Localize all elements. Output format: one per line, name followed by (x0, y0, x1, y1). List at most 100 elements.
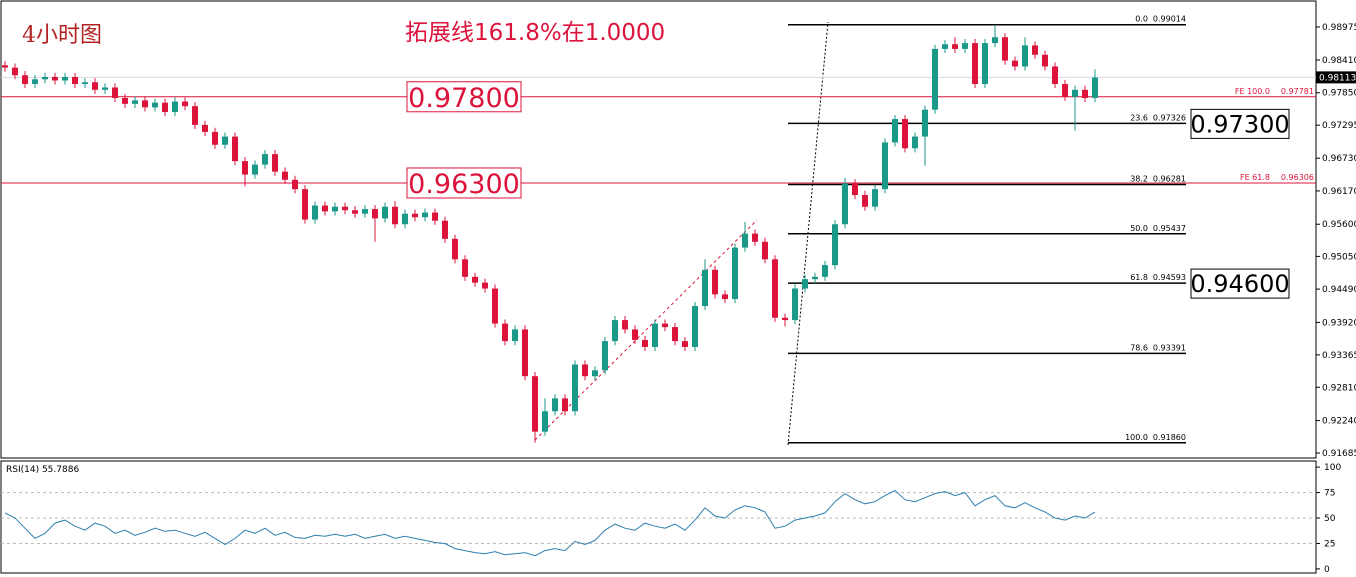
candle-body (712, 269, 718, 295)
y-tick-label: 0.92240 (1322, 417, 1356, 427)
fib-value: 0.99014 (1153, 15, 1186, 24)
y-tick-label: 0.95050 (1322, 252, 1356, 262)
candle-body (42, 76, 48, 80)
candle-body (512, 329, 518, 342)
y-tick-label: 0 (1324, 565, 1330, 575)
candle-body (172, 101, 178, 113)
candle-body (812, 276, 818, 280)
candle-body (52, 76, 58, 81)
y-tick-label: 25 (1324, 539, 1335, 549)
candle-body (1012, 60, 1018, 67)
candle-body (452, 238, 458, 260)
candle-body (412, 213, 418, 218)
fe-value: 0.96306 (1281, 173, 1314, 182)
candle-body (322, 205, 328, 212)
fib-value: 0.95437 (1153, 224, 1186, 233)
candle-body (752, 233, 758, 242)
candle-body (892, 119, 898, 143)
chart-title: 4小时图 (22, 23, 102, 48)
candle-body (872, 189, 878, 207)
candle-body (842, 183, 848, 225)
candle-body (1062, 83, 1068, 97)
candle-body (292, 179, 298, 190)
candle-body (392, 206, 398, 225)
candle-body (702, 269, 708, 307)
candle-body (332, 206, 338, 212)
trend-line (534, 219, 758, 441)
y-tick-label: 75 (1324, 489, 1335, 499)
candle-body (302, 189, 308, 220)
candle-body (422, 212, 428, 218)
target-box (406, 167, 522, 199)
fib-ratio: 0.0 (1135, 15, 1148, 24)
candle-body (382, 206, 388, 219)
fib-ratio: 50.0 (1130, 224, 1148, 233)
candle-body (402, 213, 408, 225)
candle-body (362, 209, 368, 214)
candle-body (732, 247, 738, 300)
candle-body (242, 161, 248, 175)
candle-body (142, 100, 148, 108)
candle-body (602, 341, 608, 371)
candle-body (692, 306, 698, 347)
y-tick-label: 50 (1324, 514, 1336, 524)
candle-body (312, 205, 318, 220)
y-tick-label: 0.97850 (1322, 89, 1356, 99)
candle-body (912, 136, 918, 149)
candle-body (522, 329, 528, 377)
target-box-label: 0.97800 (408, 83, 520, 114)
candle-body (2, 65, 8, 68)
candle-body (1052, 66, 1058, 84)
fib-value: 0.94593 (1153, 273, 1186, 282)
candle-body (592, 370, 598, 377)
candle-body (622, 320, 628, 330)
candle-body (582, 364, 588, 377)
target-box (1190, 268, 1290, 299)
target-box-label: 0.97300 (1190, 110, 1289, 138)
candle-body (352, 210, 358, 214)
target-box (406, 81, 522, 113)
y-tick-label: 0.92810 (1322, 383, 1356, 393)
candle-body (852, 183, 858, 196)
fib-value: 0.96281 (1153, 174, 1186, 183)
candle-body (122, 98, 128, 104)
y-tick-label: 0.93920 (1322, 318, 1356, 328)
candle-body (72, 76, 78, 84)
candle-body (1022, 45, 1028, 67)
y-tick-label: 0.97295 (1322, 121, 1356, 131)
candle-body (882, 142, 888, 190)
candle-body (462, 259, 468, 277)
fib-ratio: 100.0 (1125, 433, 1148, 442)
candle-body (132, 100, 138, 104)
candle-body (672, 327, 678, 342)
y-tick-label: 0.93365 (1322, 351, 1356, 361)
fib-value: 0.97326 (1153, 113, 1186, 122)
candle-body (192, 106, 198, 125)
candle-body (82, 82, 88, 84)
candle-body (162, 102, 168, 113)
candle-body (822, 265, 828, 277)
candle-body (682, 341, 688, 347)
y-tick-label: 0.91685 (1322, 449, 1356, 459)
candle-body (772, 259, 778, 318)
candle-body (92, 82, 98, 90)
candle-body (372, 209, 378, 219)
fe-text: FE 61.8 (1240, 173, 1270, 182)
y-tick-label: 0.96730 (1322, 154, 1356, 164)
candle-body (552, 398, 558, 412)
y-tick-label: 0.98410 (1322, 56, 1356, 66)
candle-body (1072, 89, 1078, 97)
candle-body (12, 67, 18, 76)
main-panel (0, 0, 1317, 459)
candle-body (992, 37, 998, 44)
candle-body (272, 154, 278, 172)
fib-value: 0.93391 (1153, 343, 1186, 352)
y-tick-label: 0.98975 (1322, 23, 1356, 33)
candle-body (632, 329, 638, 340)
candle-body (1042, 54, 1048, 67)
candle-body (1082, 89, 1088, 99)
fib-value: 0.91860 (1153, 433, 1186, 442)
candle-body (62, 76, 68, 81)
candle-body (792, 288, 798, 321)
